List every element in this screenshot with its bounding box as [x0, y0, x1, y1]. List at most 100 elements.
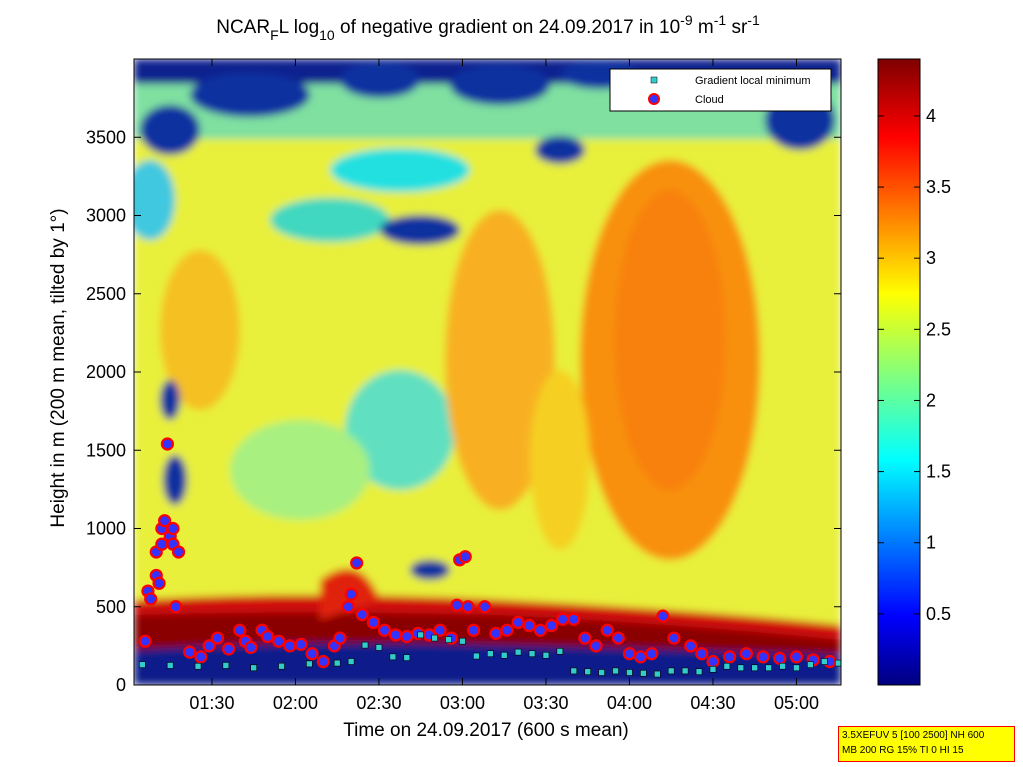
- gradient-minimum-point: [278, 662, 285, 670]
- cloud-point: [567, 612, 581, 626]
- y-tick-label: 0: [116, 675, 126, 695]
- legend-square-marker: [650, 76, 658, 84]
- cloud-point: [789, 650, 804, 664]
- x-tick-label: 03:00: [440, 693, 485, 713]
- gradient-minimum-point: [528, 650, 536, 658]
- cloud-point: [695, 647, 709, 661]
- gradient-minimum-point: [820, 658, 828, 665]
- cloud-point: [283, 639, 297, 653]
- colorbar-frame: [877, 58, 921, 686]
- gradient-minimum-point: [640, 669, 647, 677]
- gradient-minimum-point: [598, 669, 605, 676]
- x-axis-label: Time on 24.09.2017 (600 s mean): [343, 720, 629, 741]
- gradient-minimum-point: [695, 668, 703, 675]
- cloud-point: [350, 556, 364, 570]
- gradient-minimum-point: [834, 659, 841, 667]
- legend: Gradient local minimum Cloud: [609, 68, 832, 112]
- cloud-point: [556, 612, 570, 626]
- x-tick-label: 03:30: [523, 693, 568, 713]
- colorbar-tick-label: 2: [926, 390, 936, 410]
- gradient-minimum-point: [612, 667, 619, 675]
- colorbar-ticks: 0.5 1 1.5 2 2.5 3 3.5 4: [878, 106, 951, 624]
- gradient-minimum-point: [445, 636, 452, 643]
- gradient-minimum-point: [514, 648, 522, 656]
- gradient-minimum-point: [473, 652, 480, 660]
- gradient-minimum-point: [306, 660, 313, 668]
- gradient-minimum-point: [751, 664, 759, 672]
- cloud-point: [578, 631, 592, 645]
- colorbar-tick-label: 3: [926, 248, 936, 268]
- cloud-point: [305, 647, 319, 661]
- colorbar: [878, 59, 920, 685]
- cloud-point: [261, 629, 275, 644]
- cloud-point: [522, 618, 536, 633]
- cloud-point: [377, 623, 392, 637]
- y-tick-label: 500: [96, 597, 126, 617]
- gradient-minimum-point: [431, 634, 438, 642]
- y-tick-label: 1000: [86, 519, 126, 539]
- cloud-point: [589, 639, 603, 653]
- cloud-point: [222, 642, 236, 656]
- y-tick-label: 3000: [86, 206, 126, 226]
- cloud-point: [773, 651, 787, 665]
- y-axis-label: Height in m (200 m mean, tilted by 1°): [48, 208, 69, 527]
- cloud-point: [633, 650, 648, 664]
- y-tick-label: 1500: [86, 440, 126, 460]
- gradient-minimum-point: [403, 654, 411, 661]
- cloud-point: [316, 654, 330, 669]
- info-box: 3.5XEFUV 5 [100 2500] NH 600 MB 200 RG 1…: [838, 726, 1015, 762]
- x-tick-label: 04:30: [690, 693, 735, 713]
- cloud-point: [756, 650, 770, 664]
- cloud-point: [244, 640, 258, 655]
- cloud-point: [138, 634, 152, 648]
- x-tick-label: 02:30: [356, 693, 401, 713]
- gradient-minimum-point: [626, 669, 633, 676]
- cloud-point: [158, 514, 172, 528]
- chart-title: NCARFL log10 of negative gradient on 24.…: [216, 12, 760, 43]
- cloud-point: [152, 576, 166, 590]
- gradient-minimum-point: [166, 662, 174, 669]
- gradient-minimum-point: [793, 664, 800, 672]
- cloud-point: [466, 623, 481, 637]
- cloud-point: [194, 650, 208, 664]
- gradient-minimum-point: [389, 653, 397, 661]
- x-axis: 01:30 02:00 02:30 03:00 03:30 04:00 04:30 05:00: [189, 59, 819, 713]
- x-tick-label: 04:00: [607, 693, 652, 713]
- cloud-point: [544, 618, 559, 633]
- cloud-point: [389, 628, 403, 642]
- gradient-minimum-point: [584, 668, 592, 675]
- cloud-point: [511, 615, 525, 630]
- gradient-minimum-point: [723, 662, 731, 670]
- cloud-point: [706, 654, 720, 669]
- gradient-minimum-point: [361, 641, 369, 649]
- legend-entry-gradient-minimum: Gradient local minimum: [695, 75, 811, 87]
- colorbar-tick-label: 1: [926, 533, 936, 553]
- cloud-point: [723, 650, 737, 664]
- cloud-point: [433, 623, 447, 637]
- gradient-minimum-point: [333, 659, 341, 667]
- y-tick-label: 3500: [86, 127, 126, 147]
- cloud-point: [210, 631, 225, 645]
- cloud-point: [355, 607, 369, 622]
- info-line-1: 3.5XEFUV 5 [100 2500] NH 600: [842, 730, 985, 741]
- gradient-minimum-point: [375, 644, 383, 651]
- gradient-minimum-point: [667, 667, 675, 675]
- gradient-minimum-point: [681, 667, 689, 675]
- cloud-point: [171, 545, 186, 559]
- y-axis: 0 500 1000 1500 2000 2500 3000 3500: [86, 127, 841, 695]
- cloud-point: [656, 609, 670, 623]
- cloud-point: [344, 587, 358, 601]
- y-tick-label: 2500: [86, 284, 126, 304]
- x-tick-label: 01:30: [189, 693, 234, 713]
- cloud-point: [169, 600, 183, 614]
- cloud-point: [233, 623, 247, 637]
- gradient-minimum-point: [417, 631, 424, 639]
- colorbar-tick-label: 3.5: [926, 177, 951, 197]
- y-tick-label: 2000: [86, 362, 126, 382]
- gradient-minimum-point: [486, 650, 494, 658]
- cloud-point: [478, 600, 492, 614]
- legend-circle-marker: [648, 93, 660, 105]
- gradient-minimum-point: [500, 651, 508, 659]
- x-tick-label: 05:00: [774, 693, 819, 713]
- cloud-point: [450, 598, 464, 612]
